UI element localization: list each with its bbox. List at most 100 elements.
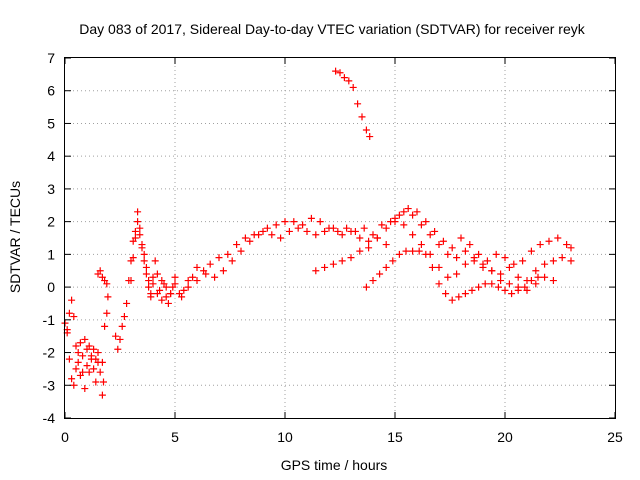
data-point-marker bbox=[435, 280, 443, 288]
data-point-marker bbox=[149, 273, 157, 281]
data-point-marker bbox=[158, 277, 166, 285]
satellite-track-g bbox=[362, 247, 542, 304]
data-point-marker bbox=[501, 286, 509, 294]
data-point-marker bbox=[549, 257, 557, 265]
data-point-marker bbox=[488, 267, 496, 275]
x-tick-label: 5 bbox=[171, 429, 179, 445]
data-point-marker bbox=[76, 339, 84, 347]
data-point-marker bbox=[558, 254, 566, 262]
data-point-marker bbox=[68, 296, 76, 304]
data-point-marker bbox=[481, 280, 489, 288]
data-point-marker bbox=[74, 349, 82, 357]
data-point-marker bbox=[413, 208, 421, 216]
data-point-marker bbox=[162, 283, 170, 291]
data-point-marker bbox=[536, 241, 544, 249]
data-point-marker bbox=[431, 227, 439, 235]
data-point-marker bbox=[321, 227, 329, 235]
data-point-marker bbox=[92, 378, 100, 386]
data-point-marker bbox=[70, 381, 78, 389]
data-point-marker bbox=[358, 113, 366, 121]
data-point-marker bbox=[112, 332, 120, 340]
data-point-marker bbox=[233, 241, 241, 249]
data-point-marker bbox=[492, 250, 500, 258]
data-point-marker bbox=[312, 267, 320, 275]
data-point-marker bbox=[455, 293, 463, 301]
data-point-marker bbox=[541, 273, 549, 281]
data-point-marker bbox=[101, 322, 109, 330]
data-point-marker bbox=[255, 231, 263, 239]
data-point-marker bbox=[140, 257, 148, 265]
data-point-marker bbox=[457, 234, 465, 242]
data-point-marker bbox=[104, 293, 112, 301]
data-point-marker bbox=[541, 260, 549, 268]
data-point-marker bbox=[461, 290, 469, 298]
data-point-marker bbox=[488, 280, 496, 288]
y-tick-label: -4 bbox=[43, 410, 56, 426]
data-point-marker bbox=[167, 290, 175, 298]
data-point-marker bbox=[131, 227, 139, 235]
data-point-marker bbox=[171, 273, 179, 281]
chart-title: Day 083 of 2017, Sidereal Day-to-day VTE… bbox=[79, 21, 585, 37]
data-point-marker bbox=[211, 273, 219, 281]
data-point-marker bbox=[475, 283, 483, 291]
y-tick-label: 4 bbox=[47, 148, 55, 164]
data-point-marker bbox=[468, 286, 476, 294]
satellite-track-c bbox=[94, 267, 112, 399]
data-point-marker bbox=[510, 260, 518, 268]
data-point-marker bbox=[475, 250, 483, 258]
data-point-marker bbox=[494, 283, 502, 291]
data-point-marker bbox=[129, 254, 137, 262]
y-tick-label: -2 bbox=[43, 345, 56, 361]
data-point-marker bbox=[180, 286, 188, 294]
y-tick-label: 7 bbox=[47, 50, 55, 66]
data-point-marker bbox=[76, 371, 84, 379]
data-point-marker bbox=[453, 270, 461, 278]
satellite-track-d bbox=[112, 208, 575, 353]
data-point-marker bbox=[224, 250, 232, 258]
data-point-marker bbox=[138, 244, 146, 252]
data-point-marker bbox=[162, 293, 170, 301]
data-point-marker bbox=[373, 234, 381, 242]
y-tick-label: 1 bbox=[47, 246, 55, 262]
data-point-marker bbox=[409, 247, 417, 255]
data-point-marker bbox=[382, 224, 390, 232]
data-point-marker bbox=[442, 290, 450, 298]
data-point-marker bbox=[68, 375, 76, 383]
data-point-marker bbox=[153, 290, 161, 298]
data-point-marker bbox=[345, 77, 353, 85]
data-point-marker bbox=[142, 270, 150, 278]
data-point-marker bbox=[409, 231, 417, 239]
data-point-marker bbox=[369, 231, 377, 239]
x-tick-label: 15 bbox=[387, 429, 403, 445]
data-point-marker bbox=[389, 257, 397, 265]
data-point-marker bbox=[83, 345, 91, 353]
data-point-marker bbox=[272, 221, 280, 229]
data-point-marker bbox=[79, 352, 87, 360]
data-point-marker bbox=[354, 100, 362, 108]
data-point-marker bbox=[376, 270, 384, 278]
data-point-marker bbox=[303, 227, 311, 235]
satellite-track-e bbox=[127, 205, 575, 301]
data-point-marker bbox=[184, 283, 192, 291]
x-tick-label: 20 bbox=[497, 429, 513, 445]
data-point-marker bbox=[332, 67, 340, 75]
data-point-marker bbox=[402, 247, 410, 255]
data-point-marker bbox=[184, 277, 192, 285]
data-point-marker bbox=[347, 254, 355, 262]
x-tick-label: 0 bbox=[61, 429, 69, 445]
data-point-marker bbox=[65, 355, 73, 363]
data-point-marker bbox=[246, 237, 254, 245]
y-tick-label: 5 bbox=[47, 115, 55, 131]
data-point-marker bbox=[567, 244, 575, 252]
data-point-marker bbox=[417, 241, 425, 249]
data-point-marker bbox=[483, 257, 491, 265]
data-point-marker bbox=[567, 257, 575, 265]
data-point-marker bbox=[103, 309, 111, 317]
data-point-marker bbox=[134, 218, 142, 226]
data-point-marker bbox=[422, 218, 430, 226]
data-point-marker bbox=[422, 250, 430, 258]
data-point-marker bbox=[237, 247, 245, 255]
data-point-marker bbox=[382, 241, 390, 249]
data-point-marker bbox=[259, 227, 267, 235]
data-point-marker bbox=[554, 234, 562, 242]
